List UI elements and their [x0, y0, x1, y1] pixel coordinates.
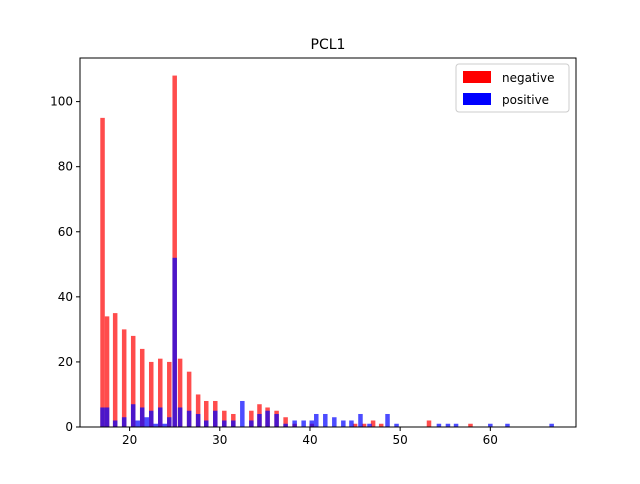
- bar-positive-41: [453, 423, 459, 427]
- plot-frame: [79, 57, 577, 428]
- bar-positive-25: [274, 413, 279, 427]
- bar-positive-11: [162, 423, 168, 427]
- x-tick-label: 40: [302, 433, 317, 447]
- bar-positive-40: [445, 423, 451, 427]
- bar-negative-28: [426, 420, 432, 427]
- bar-positive-44: [549, 423, 554, 427]
- bar-positive-24: [265, 410, 270, 427]
- bar-positive-17: [204, 420, 209, 427]
- legend: negative positive: [455, 63, 570, 113]
- bar-negative-15: [222, 410, 227, 427]
- y-tick-label: 80: [58, 160, 73, 174]
- bars-layer: [100, 75, 554, 428]
- bar-positive-37: [385, 413, 390, 427]
- bar-positive-19: [222, 420, 227, 427]
- bar-positive-14: [177, 407, 183, 427]
- bar-negative-27: [378, 423, 384, 427]
- bar-negative-9: [172, 75, 177, 427]
- bar-negative-11: [186, 371, 192, 427]
- bar-positive-38: [394, 423, 399, 427]
- bar-negative-12: [195, 394, 201, 427]
- bar-positive-7: [144, 417, 149, 427]
- bar-positive-35: [358, 413, 363, 427]
- bar-positive-27: [292, 420, 297, 427]
- bar-positive-15: [186, 410, 192, 427]
- x-tick-label: 60: [483, 433, 498, 447]
- bar-positive-36: [367, 423, 372, 427]
- bar-negative-5: [139, 348, 145, 427]
- bar-negative-29: [468, 423, 473, 427]
- axes-layer: 20 30 40 50 60 0 20 40 60 80 100: [50, 57, 577, 447]
- bar-negative-2: [112, 313, 118, 427]
- bar-positive-34: [349, 420, 354, 427]
- chart-title: PCL1: [311, 37, 346, 53]
- bar-positive-42: [488, 423, 493, 427]
- x-tick-label: 50: [393, 433, 408, 447]
- bar-negative-3: [121, 329, 127, 427]
- bar-positive-43: [505, 423, 510, 427]
- bar-positive-16: [195, 413, 201, 427]
- bar-positive-22: [249, 420, 254, 427]
- bar-negative-26: [370, 420, 376, 427]
- bar-negative-1: [104, 316, 110, 427]
- bar-negative-17: [249, 410, 254, 427]
- bar-positive-18: [213, 410, 218, 427]
- y-tick-label: 60: [58, 225, 73, 239]
- bar-positive-20: [231, 420, 236, 427]
- bar-positive-31: [323, 413, 328, 427]
- bar-positive-3: [121, 417, 127, 427]
- bar-positive-12: [167, 417, 172, 427]
- bar-negative-6: [148, 361, 154, 427]
- bar-positive-13: [172, 257, 177, 427]
- legend-swatch-positive: [463, 93, 491, 105]
- bar-positive-32: [332, 417, 337, 427]
- bar-positive-8: [148, 410, 154, 427]
- bar-negative-21: [283, 417, 288, 427]
- bar-positive-2: [112, 420, 118, 427]
- bar-negative-0: [100, 117, 105, 428]
- bar-negative-25: [361, 423, 367, 427]
- x-tick-label: 30: [212, 433, 227, 447]
- bar-positive-10: [158, 407, 163, 427]
- bar-positive-9: [153, 423, 159, 427]
- y-tick-label: 40: [58, 290, 73, 304]
- bar-positive-4: [130, 404, 136, 427]
- legend-label-positive: positive: [502, 93, 549, 107]
- y-tick-label: 20: [58, 355, 73, 369]
- bar-positive-39: [436, 423, 442, 427]
- bar-positive-6: [139, 407, 145, 427]
- bar-negative-13: [204, 400, 209, 427]
- bar-negative-8: [167, 361, 172, 427]
- bar-negative-10: [177, 358, 183, 427]
- bar-positive-21: [240, 400, 245, 427]
- y-tick-label: 100: [50, 95, 73, 109]
- bar-positive-28: [301, 420, 306, 427]
- legend-swatch-negative: [463, 71, 491, 83]
- bar-positive-29: [309, 420, 315, 427]
- legend-label-negative: negative: [502, 71, 554, 85]
- bar-positive-26: [283, 423, 288, 427]
- bar-negative-24: [352, 423, 358, 427]
- bar-positive-5: [135, 420, 140, 427]
- bar-positive-33: [341, 420, 346, 427]
- bar-negative-4: [130, 335, 136, 427]
- x-tick-label: 20: [122, 433, 137, 447]
- bar-negative-7: [158, 358, 163, 427]
- bar-positive-23: [257, 413, 262, 427]
- y-tick-label: 0: [65, 420, 73, 434]
- bar-positive-30: [314, 413, 319, 427]
- bar-positive-1: [104, 407, 110, 427]
- bar-positive-0: [100, 407, 105, 427]
